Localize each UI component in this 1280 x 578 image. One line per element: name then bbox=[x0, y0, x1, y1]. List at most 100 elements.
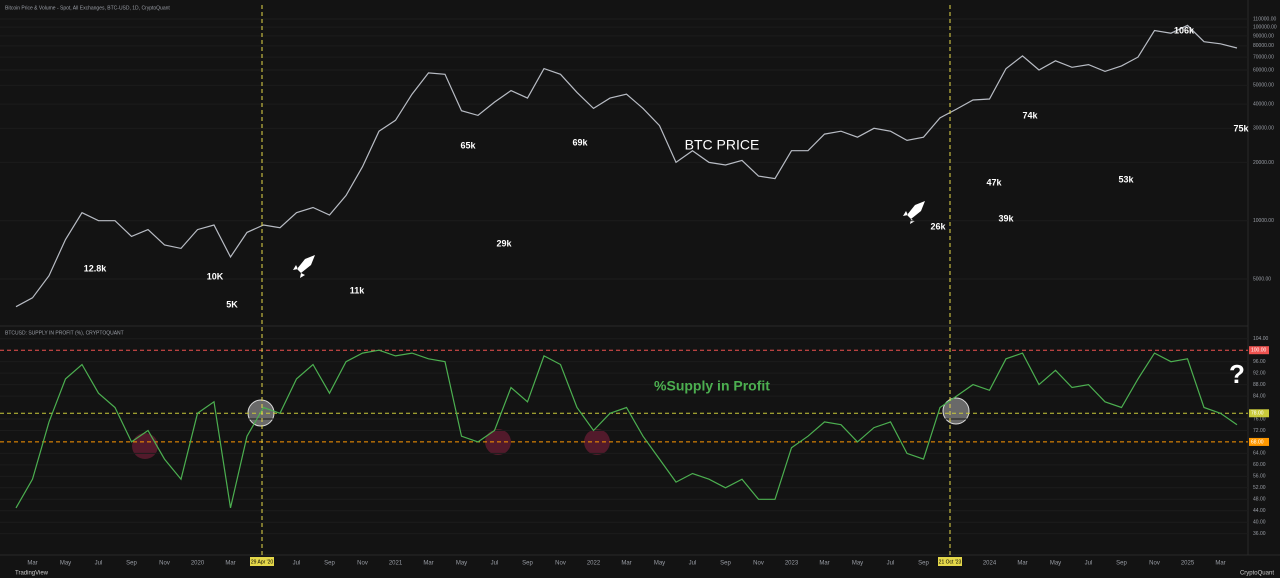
x-tick-label: 2021 bbox=[389, 561, 403, 567]
x-tick-label: 2022 bbox=[587, 561, 601, 567]
y-tick-label: 10000.00 bbox=[1253, 218, 1274, 224]
x-tick-label: Nov bbox=[753, 561, 764, 567]
x-tick-label: Nov bbox=[555, 561, 566, 567]
annotation: 5K bbox=[226, 299, 238, 309]
annotation: 29k bbox=[496, 238, 512, 248]
annotation: 39k bbox=[998, 213, 1014, 223]
rocket-icons bbox=[292, 201, 925, 278]
marker-tag bbox=[250, 557, 274, 566]
x-tick-label: Mar bbox=[27, 561, 37, 567]
x-tick-label: Sep bbox=[720, 561, 731, 567]
series-line bbox=[15, 349, 1238, 509]
x-tick-label: Sep bbox=[522, 561, 533, 567]
annotation: 53k bbox=[1118, 174, 1134, 184]
x-tick-label: Mar bbox=[1017, 561, 1027, 567]
annotation: %Supply in Profit bbox=[654, 378, 770, 394]
x-tick-label: Jul bbox=[491, 561, 499, 567]
reference-label: 68.00 bbox=[1251, 439, 1264, 445]
y-tick-label: 36.00 bbox=[1253, 531, 1266, 537]
x-tick-label: Jul bbox=[887, 561, 895, 567]
annotation: 10K bbox=[207, 271, 224, 281]
x-tick-label: 2024 bbox=[983, 561, 997, 567]
x-tick-label: 2023 bbox=[785, 561, 799, 567]
x-tick-label: Jul bbox=[95, 561, 103, 567]
footer-left: TradingView bbox=[15, 571, 49, 577]
annotation: 47k bbox=[986, 177, 1002, 187]
marker-label: 29 Apr '20 bbox=[251, 559, 274, 565]
y-tick-label: 70000.00 bbox=[1253, 54, 1274, 60]
y-tick-label: 60.00 bbox=[1253, 462, 1266, 468]
y-tick-label: 88.00 bbox=[1253, 382, 1266, 388]
y-tick-label: 72.00 bbox=[1253, 428, 1266, 434]
x-tick-label: Mar bbox=[225, 561, 235, 567]
x-tick-label: Jul bbox=[1085, 561, 1093, 567]
x-tick-label: Jul bbox=[293, 561, 301, 567]
y-tick-label: 48.00 bbox=[1253, 497, 1266, 503]
reference-tag bbox=[1249, 409, 1269, 418]
annotation: 106k bbox=[1174, 25, 1195, 35]
y-tick-label: 30000.00 bbox=[1253, 126, 1274, 132]
y-tick-label: 60000.00 bbox=[1253, 67, 1274, 73]
reference-tag bbox=[1249, 346, 1269, 355]
annotation: ? bbox=[1229, 359, 1245, 389]
annotation: BTC PRICE bbox=[685, 137, 760, 153]
supply-title: BTCUSD: SUPPLY IN PROFIT (%), CRYPTOQUAN… bbox=[5, 330, 124, 336]
y-tick-label: 100000.00 bbox=[1253, 24, 1277, 30]
x-tick-label: May bbox=[852, 561, 863, 567]
x-tick-label: May bbox=[654, 561, 665, 567]
x-tick-label: 2020 bbox=[191, 561, 205, 567]
x-tick-label: Mar bbox=[423, 561, 433, 567]
annotation: 65k bbox=[460, 140, 476, 150]
y-tick-label: 20000.00 bbox=[1253, 160, 1274, 166]
x-tick-label: Nov bbox=[159, 561, 170, 567]
y-tick-label: 40000.00 bbox=[1253, 101, 1274, 107]
y-tick-label: 76.00 bbox=[1253, 416, 1266, 422]
x-tick-label: May bbox=[60, 561, 71, 567]
reference-label: 78.00 bbox=[1251, 411, 1264, 417]
x-tick-label: Mar bbox=[621, 561, 631, 567]
annotation: 12.8k bbox=[84, 263, 108, 273]
y-tick-label: 80000.00 bbox=[1253, 43, 1274, 49]
y-tick-label: 92.00 bbox=[1253, 370, 1266, 376]
rocket bbox=[292, 255, 315, 278]
x-tick-label: Mar bbox=[1215, 561, 1225, 567]
x-tick-label: Mar bbox=[819, 561, 829, 567]
annotation: 69k bbox=[572, 137, 588, 147]
x-tick-label: 2025 bbox=[1181, 561, 1195, 567]
y-tick-label: 90000.00 bbox=[1253, 33, 1274, 39]
price-title: Bitcoin Price & Volume - Spot, All Excha… bbox=[5, 5, 170, 11]
x-tick-label: Sep bbox=[918, 561, 929, 567]
annotation: 26k bbox=[930, 221, 946, 231]
y-tick-label: 84.00 bbox=[1253, 393, 1266, 399]
rocket bbox=[903, 201, 925, 224]
annotation: 74k bbox=[1022, 110, 1038, 120]
reference-label: 100.00 bbox=[1251, 348, 1267, 354]
x-tick-label: Sep bbox=[126, 561, 137, 567]
circle bbox=[942, 397, 970, 425]
x-tick-label: Sep bbox=[324, 561, 335, 567]
y-tick-label: 5000.00 bbox=[1253, 276, 1271, 282]
y-tick-label: 52.00 bbox=[1253, 485, 1266, 491]
annotation: 75k bbox=[1233, 123, 1249, 133]
circle bbox=[132, 433, 158, 459]
y-tick-label: 40.00 bbox=[1253, 520, 1266, 526]
marker-tag bbox=[938, 557, 962, 566]
reference-tag bbox=[1249, 437, 1269, 446]
x-tick-label: Nov bbox=[357, 561, 368, 567]
x-tick-label: Nov bbox=[1149, 561, 1160, 567]
series-line bbox=[15, 24, 1238, 308]
x-tick-label: May bbox=[1050, 561, 1061, 567]
y-tick-label: 96.00 bbox=[1253, 359, 1266, 365]
x-tick-label: Jul bbox=[689, 561, 697, 567]
y-tick-label: 44.00 bbox=[1253, 508, 1266, 514]
x-tick-label: May bbox=[456, 561, 467, 567]
y-tick-label: 64.00 bbox=[1253, 451, 1266, 457]
annotation: 11k bbox=[350, 285, 366, 295]
footer-right: CryptoQuant bbox=[1240, 571, 1274, 577]
x-tick-label: Sep bbox=[1116, 561, 1127, 567]
y-tick-label: 104.00 bbox=[1253, 336, 1269, 342]
marker-label: 21 Oct '23 bbox=[939, 559, 962, 565]
